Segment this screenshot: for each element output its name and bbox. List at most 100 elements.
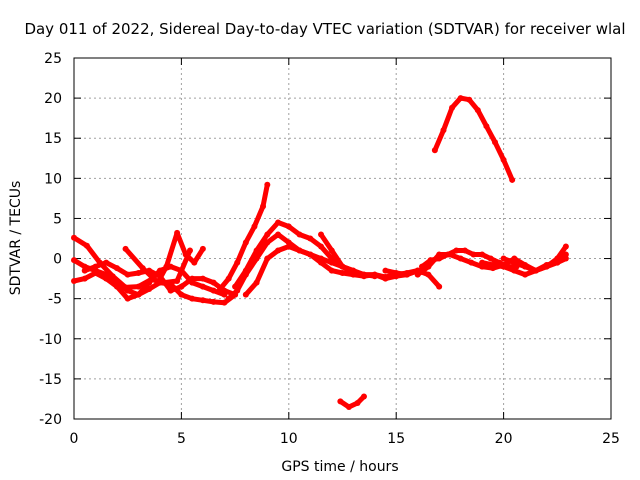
data-point <box>431 147 438 154</box>
y-tick-label: 15 <box>44 131 62 147</box>
data-point <box>232 283 239 290</box>
data-series <box>71 95 569 410</box>
data-point <box>457 95 464 102</box>
data-point <box>264 255 271 262</box>
data-point <box>414 271 421 278</box>
data-point <box>479 251 486 258</box>
y-tick-label: -20 <box>39 412 62 428</box>
data-point <box>264 231 271 238</box>
data-point <box>318 231 325 238</box>
data-point <box>500 263 507 270</box>
data-point <box>210 279 217 286</box>
data-point <box>71 278 77 285</box>
data-point <box>225 295 232 302</box>
data-point <box>242 267 249 274</box>
data-point <box>103 275 110 282</box>
data-point <box>522 263 529 270</box>
data-point <box>468 259 475 266</box>
data-point <box>167 287 174 294</box>
data-point <box>470 251 477 258</box>
data-point <box>318 243 325 250</box>
data-point <box>260 203 267 210</box>
data-point <box>275 247 282 254</box>
data-point <box>210 287 217 294</box>
data-point <box>461 247 468 254</box>
data-point <box>113 283 120 290</box>
data-point <box>71 234 77 241</box>
chart-title: Day 011 of 2022, Sidereal Day-to-day VTE… <box>24 20 625 38</box>
data-point <box>135 291 142 298</box>
data-point <box>360 393 367 400</box>
data-point <box>81 275 88 282</box>
data-point <box>199 245 206 252</box>
data-point <box>492 139 499 146</box>
y-tick-label: 5 <box>53 211 62 227</box>
data-point <box>199 297 206 304</box>
data-point <box>135 283 142 290</box>
data-point <box>440 127 447 134</box>
data-point <box>178 283 185 290</box>
data-point <box>199 283 206 290</box>
data-point <box>124 295 131 302</box>
data-point <box>318 255 325 262</box>
data-point <box>382 275 389 282</box>
data-point <box>500 156 507 163</box>
data-point <box>562 255 569 262</box>
data-point <box>163 263 170 270</box>
series-arc-13 <box>432 95 515 183</box>
data-point <box>174 229 181 236</box>
x-tick-label: 10 <box>280 431 298 447</box>
y-tick-label: 25 <box>44 51 62 67</box>
data-point <box>135 269 142 276</box>
data-point <box>489 261 496 268</box>
data-point <box>371 273 378 280</box>
plot-frame <box>73 57 612 420</box>
data-point <box>393 269 400 276</box>
x-tick-labels: 0 5 10 15 20 25 <box>70 431 620 447</box>
data-point <box>436 251 443 258</box>
x-axis-label: GPS time / hours <box>281 459 398 475</box>
data-point <box>307 235 314 242</box>
data-point <box>221 299 228 306</box>
series-arc-11 <box>337 394 367 410</box>
data-point <box>354 399 361 406</box>
data-point <box>139 265 146 272</box>
y-tick-label: 20 <box>44 91 62 107</box>
x-tick-label: 15 <box>387 431 405 447</box>
data-point <box>285 243 292 250</box>
x-tick-label: 0 <box>70 431 79 447</box>
data-point <box>474 107 481 114</box>
data-point <box>425 263 432 270</box>
y-tick-labels: -20 -15 -10 -5 0 5 10 15 20 25 <box>39 51 62 428</box>
data-point <box>264 181 271 188</box>
data-point <box>296 247 303 254</box>
data-point <box>275 231 282 238</box>
data-point <box>234 259 241 266</box>
data-point <box>217 286 224 293</box>
data-point <box>522 271 529 278</box>
data-point <box>210 298 217 305</box>
data-point <box>307 251 314 258</box>
x-tick-label: 25 <box>602 431 620 447</box>
data-point <box>242 239 249 246</box>
y-tick-label: -10 <box>39 332 62 348</box>
data-point <box>457 255 464 262</box>
data-point <box>71 257 77 264</box>
data-point <box>154 279 161 286</box>
y-axis-label: SDTVAR / TECUs <box>8 181 24 296</box>
data-point <box>242 291 249 298</box>
data-point <box>466 96 473 103</box>
data-point <box>225 275 232 282</box>
data-point <box>189 275 196 282</box>
data-point <box>500 255 507 262</box>
data-point <box>199 275 206 282</box>
data-point <box>178 267 185 274</box>
data-point <box>174 278 181 285</box>
data-point <box>509 176 516 183</box>
data-point <box>178 291 185 298</box>
data-point <box>124 287 131 294</box>
data-point <box>285 223 292 230</box>
data-point <box>328 267 335 274</box>
data-point <box>449 104 456 111</box>
